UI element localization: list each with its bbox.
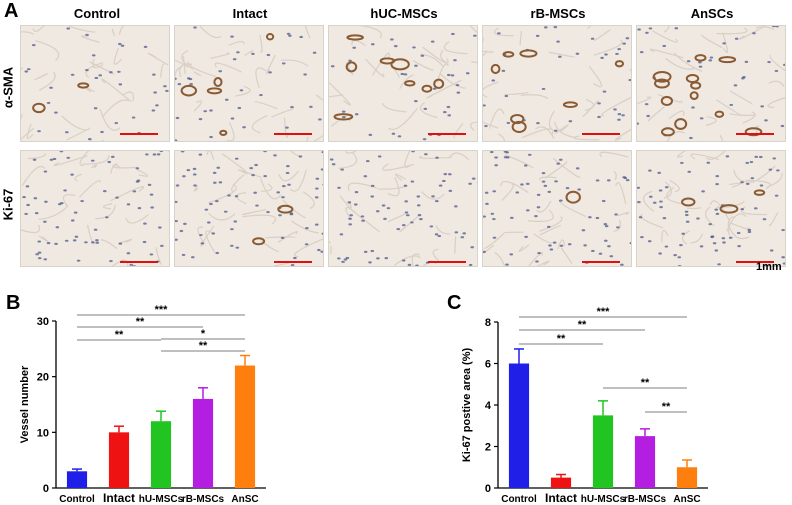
bar [150,421,172,488]
x-tick-label: hU-MSCs [581,494,626,505]
scale-bar [274,261,312,263]
x-tick-label: AnSC [231,494,258,505]
bar [108,432,130,488]
y-tick-label: 0 [43,483,49,495]
row-label-ki-67: Ki-67 [0,188,16,221]
micrograph-ki-67-anscs [636,150,786,267]
y-tick-label: 4 [485,400,492,412]
bar [592,415,614,488]
significance-label: ** [578,319,587,331]
scale-bar [736,133,774,135]
x-tick-label: rB-MSCs [182,494,225,505]
micrograph--sma-control [20,25,170,142]
column-label-huc-mscs: hUC-MSCs [370,6,438,21]
micrograph--sma-huc-mscs [328,25,478,142]
bar [676,467,698,488]
micrograph-ki-67-intact [174,150,324,267]
panel-c-letter: C [447,292,462,314]
micrograph--sma-intact [174,25,324,142]
y-tick-label: 10 [37,427,49,439]
scale-bar [428,261,466,263]
bar [508,363,530,488]
bar [66,471,88,488]
micrograph-ki-67-control [20,150,170,267]
ki67-area-chart: 0 2 4 6 8 Ki-67 postive area (%) Control Intact… [461,306,708,505]
significance-label: * [201,328,206,340]
x-tick-label: rB-MSCs [624,494,667,505]
significance-label: ** [641,377,650,389]
bar [634,436,656,488]
column-label-intact: Intact [232,6,268,21]
scale-bar [582,133,620,135]
x-tick-label: Control [59,494,95,505]
y-tick-label: 2 [485,442,491,454]
y-axis-label: Vessel number [19,365,31,443]
scale-bar-label: 1mm [756,261,782,273]
x-tick-label: AnSC [673,494,700,505]
x-tick-label: Intact [103,491,135,505]
micrograph-ki-67-huc-mscs [328,150,478,267]
significance-label: *** [597,306,611,318]
row-label-alpha-sma: α-SMA [0,66,16,109]
column-label-control: Control [73,6,121,21]
x-tick-label: hU-MSCs [139,494,184,505]
scale-bar [274,133,312,135]
significance-label: ** [557,333,566,345]
scale-bar [582,261,620,263]
y-tick-label: 8 [485,317,491,329]
micrograph-ki-67-rb-mscs [482,150,632,267]
scale-bar [736,261,774,263]
y-tick-label: 6 [485,359,491,371]
column-label-anscs: AnSCs [690,6,734,21]
scale-bar [120,261,158,263]
column-label-rb-mscs: rB-MSCs [530,6,586,21]
significance-label: ** [136,316,145,328]
y-tick-label: 0 [485,483,491,495]
panel-a-letter: A [4,0,19,22]
scale-bar [120,133,158,135]
significance-label: ** [199,340,208,352]
micrograph--sma-rb-mscs [482,25,632,142]
scale-bar [428,133,466,135]
y-tick-label: 30 [37,316,49,328]
significance-label: *** [155,304,169,316]
vessel-number-chart: 0 10 20 30 Vessel number Control Intact hU-MSCs… [19,304,266,505]
significance-label: ** [115,329,124,341]
x-tick-label: Intact [545,491,577,505]
micrograph--sma-anscs [636,25,786,142]
x-tick-label: Control [501,494,537,505]
bar [192,398,214,488]
bar [234,365,256,488]
significance-label: ** [662,401,671,413]
y-tick-label: 20 [37,372,49,384]
y-axis-label: Ki-67 postive area (%) [461,348,473,463]
panel-b-letter: B [6,292,21,314]
bar [550,477,572,488]
